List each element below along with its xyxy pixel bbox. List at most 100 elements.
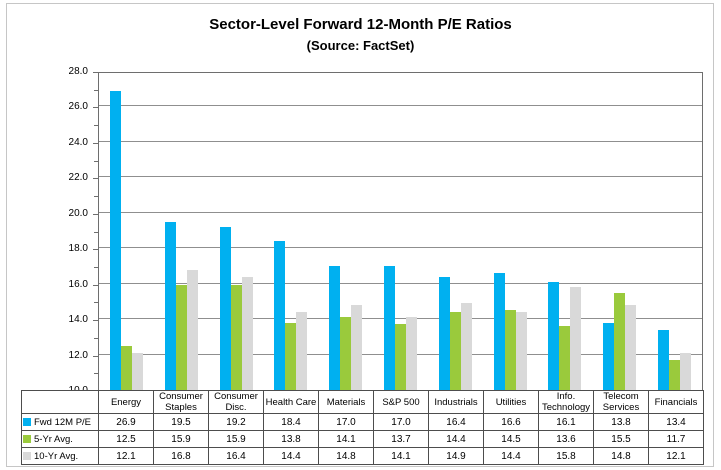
table-value-cell: 18.4 <box>263 413 319 431</box>
y-axis-minor-tick <box>94 232 98 233</box>
bar-10-yr-avg- <box>131 352 143 390</box>
bar-fwd-12m-p-e <box>493 273 505 390</box>
bar-10-yr-avg- <box>241 276 253 390</box>
bar-fwd-12m-p-e <box>438 276 450 390</box>
table-category-header: Telecom Services <box>593 390 649 414</box>
gridline <box>99 211 702 213</box>
bar-5-yr-avg- <box>449 312 461 390</box>
bar-10-yr-avg- <box>460 303 472 390</box>
table-value-cell: 14.4 <box>263 447 319 465</box>
table-row: 5-Yr Avg. 12.5 15.9 15.9 13.8 14.1 13.7 14.4 14.… <box>21 430 704 448</box>
bar-10-yr-avg- <box>351 304 363 390</box>
table-value-cell: 13.8 <box>593 413 649 431</box>
bars-layer <box>99 73 702 390</box>
data-table: Energy Consumer Staples Consumer Disc. Heal… <box>21 390 704 465</box>
table-value-cell: 16.6 <box>483 413 539 431</box>
y-axis-minor-tick <box>94 90 98 91</box>
y-axis-major-tick <box>93 249 98 250</box>
y-axis-minor-tick <box>94 373 98 374</box>
y-axis-tick-label: 16.0 <box>68 279 88 290</box>
legend-cell: Fwd 12M P/E <box>21 413 99 431</box>
table-value-cell: 14.4 <box>483 447 539 465</box>
gridline <box>99 140 702 142</box>
y-axis-minor-tick <box>94 196 98 197</box>
y-axis-major-tick <box>93 72 98 73</box>
gridline <box>99 105 702 107</box>
legend-swatch <box>23 451 31 460</box>
y-axis-minor-tick <box>94 302 98 303</box>
table-value-cell: 13.6 <box>538 430 594 448</box>
bar-10-yr-avg- <box>405 317 417 390</box>
legend-swatch <box>23 417 31 426</box>
table-value-cell: 17.0 <box>318 413 374 431</box>
bar-fwd-12m-p-e <box>219 226 231 390</box>
table-category-header: Materials <box>318 390 374 414</box>
bar-5-yr-avg- <box>559 326 571 390</box>
table-category-header: Industrials <box>428 390 484 414</box>
bar-10-yr-avg- <box>296 312 308 390</box>
y-axis-major-tick <box>93 320 98 321</box>
bar-5-yr-avg- <box>175 285 187 390</box>
y-axis-tick-label: 22.0 <box>68 172 88 183</box>
plot-area <box>98 72 703 391</box>
bar-5-yr-avg- <box>230 285 242 390</box>
bar-group-health-care <box>263 73 318 390</box>
bar-group-utilities <box>483 73 538 390</box>
bar-fwd-12m-p-e <box>109 90 121 390</box>
table-value-cell: 14.8 <box>318 447 374 465</box>
table-value-cell: 17.0 <box>373 413 429 431</box>
table-category-header: Financials <box>648 390 704 414</box>
y-axis-minor-tick <box>94 338 98 339</box>
y-axis-major-tick <box>93 356 98 357</box>
table-value-cell: 13.4 <box>648 413 704 431</box>
y-axis-minor-tick <box>94 125 98 126</box>
legend-cell: 5-Yr Avg. <box>21 430 99 448</box>
table-value-cell: 15.9 <box>153 430 209 448</box>
legend-swatch <box>23 434 31 443</box>
y-axis-tick-label: 28.0 <box>68 66 88 77</box>
bar-10-yr-avg- <box>570 287 582 390</box>
bar-fwd-12m-p-e <box>603 322 615 390</box>
table-value-cell: 14.4 <box>428 430 484 448</box>
table-value-cell: 16.1 <box>538 413 594 431</box>
bar-group-telecom-services <box>592 73 647 390</box>
table-corner-cell <box>21 390 99 414</box>
y-axis-minor-tick <box>94 267 98 268</box>
y-axis-major-tick <box>93 143 98 144</box>
table-category-header: Energy <box>98 390 154 414</box>
bar-group-financials <box>647 73 702 390</box>
y-axis-major-tick <box>93 178 98 179</box>
bar-5-yr-avg- <box>285 322 297 390</box>
table-value-cell: 15.8 <box>538 447 594 465</box>
y-axis-tick-label: 20.0 <box>68 208 88 219</box>
table-value-cell: 14.1 <box>318 430 374 448</box>
table-category-header: Health Care <box>263 390 319 414</box>
table-value-cell: 19.5 <box>153 413 209 431</box>
table-value-cell: 15.5 <box>593 430 649 448</box>
table-value-cell: 16.4 <box>208 447 264 465</box>
legend-label: 5-Yr Avg. <box>34 433 73 445</box>
table-category-header: Utilities <box>483 390 539 414</box>
page-subtitle: (Source: FactSet) <box>306 38 415 53</box>
legend-label: Fwd 12M P/E <box>34 416 92 428</box>
bar-group-industrials <box>428 73 483 390</box>
table-value-cell: 19.2 <box>208 413 264 431</box>
table-value-cell: 11.7 <box>648 430 704 448</box>
table-value-cell: 13.8 <box>263 430 319 448</box>
y-axis-tick-label: 26.0 <box>68 101 88 112</box>
bar-fwd-12m-p-e <box>164 221 176 390</box>
legend-label: 10-Yr Avg. <box>34 450 79 462</box>
y-axis-major-tick <box>93 214 98 215</box>
y-axis-tick-label: 12.0 <box>68 350 88 361</box>
table-category-header: Consumer Staples <box>153 390 209 414</box>
table-value-cell: 15.9 <box>208 430 264 448</box>
table-row: 10-Yr Avg. 12.1 16.8 16.4 14.4 14.8 14.1 14.9 14… <box>21 447 704 465</box>
table-category-header: S&P 500 <box>373 390 429 414</box>
bar-group-consumer-disc- <box>209 73 264 390</box>
bar-5-yr-avg- <box>394 324 406 390</box>
table-value-cell: 16.4 <box>428 413 484 431</box>
table-value-cell: 14.9 <box>428 447 484 465</box>
table-value-cell: 26.9 <box>98 413 154 431</box>
table-value-cell: 14.1 <box>373 447 429 465</box>
bar-fwd-12m-p-e <box>274 241 286 390</box>
